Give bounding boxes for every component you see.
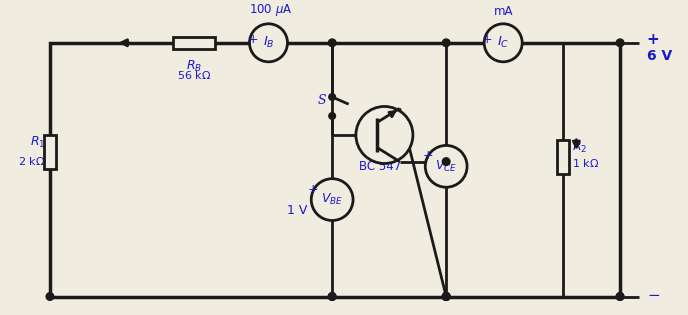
Text: $R_1$: $R_1$: [30, 135, 45, 150]
Text: $R_2$: $R_2$: [572, 140, 587, 155]
Circle shape: [442, 39, 450, 47]
Bar: [173, 37, 215, 49]
Circle shape: [616, 39, 624, 47]
Text: +: +: [308, 183, 319, 196]
Circle shape: [442, 293, 450, 300]
Text: $-$: $-$: [647, 286, 660, 301]
Circle shape: [356, 106, 413, 163]
Text: +: +: [482, 32, 493, 45]
Circle shape: [616, 293, 624, 300]
Circle shape: [328, 293, 336, 300]
Circle shape: [46, 293, 54, 300]
Text: $V_{CE}$: $V_{CE}$: [435, 159, 458, 174]
Circle shape: [311, 179, 353, 220]
Circle shape: [425, 146, 467, 187]
Bar: [50, 43, 620, 296]
Circle shape: [329, 94, 336, 100]
Circle shape: [328, 293, 336, 300]
Text: 2 k$\Omega$: 2 k$\Omega$: [18, 155, 45, 167]
Circle shape: [442, 293, 450, 300]
Circle shape: [484, 24, 522, 62]
Circle shape: [328, 39, 336, 47]
Text: BC 547: BC 547: [358, 160, 401, 173]
Circle shape: [250, 24, 288, 62]
Text: +: +: [647, 32, 659, 48]
Text: 100 $\mu$A: 100 $\mu$A: [248, 2, 292, 18]
Circle shape: [442, 158, 450, 165]
Text: $I_C$: $I_C$: [497, 35, 509, 50]
Bar: [44, 135, 56, 169]
Text: +: +: [248, 32, 259, 45]
Text: 6 V: 6 V: [647, 49, 672, 63]
Text: mA: mA: [493, 5, 513, 18]
Text: $R_B$: $R_B$: [186, 59, 202, 74]
Text: $I_B$: $I_B$: [263, 35, 275, 50]
Text: 56 k$\Omega$: 56 k$\Omega$: [178, 69, 211, 81]
Circle shape: [442, 293, 450, 300]
Circle shape: [442, 293, 450, 300]
Bar: [557, 140, 569, 174]
Text: $V_{BE}$: $V_{BE}$: [321, 192, 343, 207]
Circle shape: [616, 293, 624, 300]
Text: S: S: [318, 94, 326, 107]
Text: 1 V: 1 V: [287, 204, 308, 217]
Circle shape: [329, 113, 336, 119]
Text: 1 k$\Omega$: 1 k$\Omega$: [572, 158, 599, 169]
Text: +: +: [423, 149, 433, 163]
